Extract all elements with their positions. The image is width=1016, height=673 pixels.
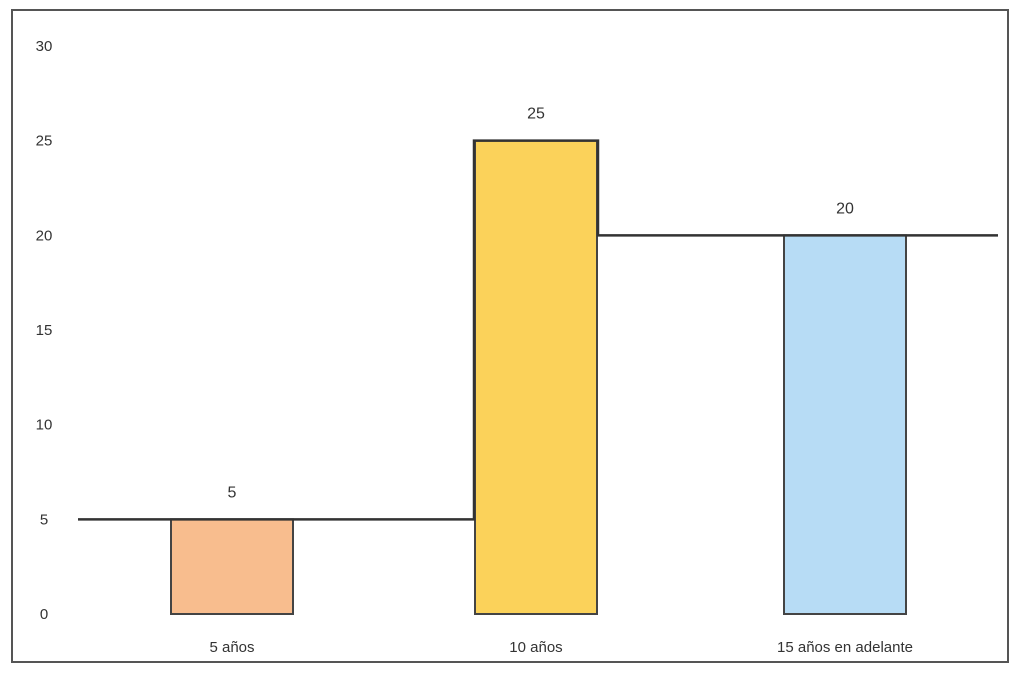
data-label: 20 — [836, 200, 854, 217]
y-tick-label: 15 — [36, 322, 53, 339]
data-label: 25 — [527, 106, 545, 123]
y-tick-label: 25 — [36, 133, 53, 150]
data-label: 5 — [228, 484, 237, 501]
bar-2 — [474, 139, 598, 616]
y-axis-ticks: 0 5 10 15 20 25 30 — [36, 38, 53, 623]
y-tick-label: 5 — [40, 511, 48, 528]
y-tick-label: 10 — [36, 417, 53, 434]
step-line — [78, 139, 998, 521]
x-tick-label: 15 años en adelante — [777, 639, 913, 656]
y-tick-label: 30 — [36, 38, 53, 55]
bar-1 — [170, 518, 294, 615]
step-line-path — [78, 139, 998, 521]
y-tick-label: 0 — [40, 606, 48, 623]
x-axis-ticks: 5 años 10 años 15 años en adelante — [209, 639, 913, 656]
bar-3 — [783, 234, 907, 615]
x-tick-label: 10 años — [509, 639, 562, 656]
data-labels: 5 25 20 — [228, 106, 854, 502]
x-tick-label: 5 años — [209, 639, 254, 656]
y-tick-label: 20 — [36, 227, 53, 244]
